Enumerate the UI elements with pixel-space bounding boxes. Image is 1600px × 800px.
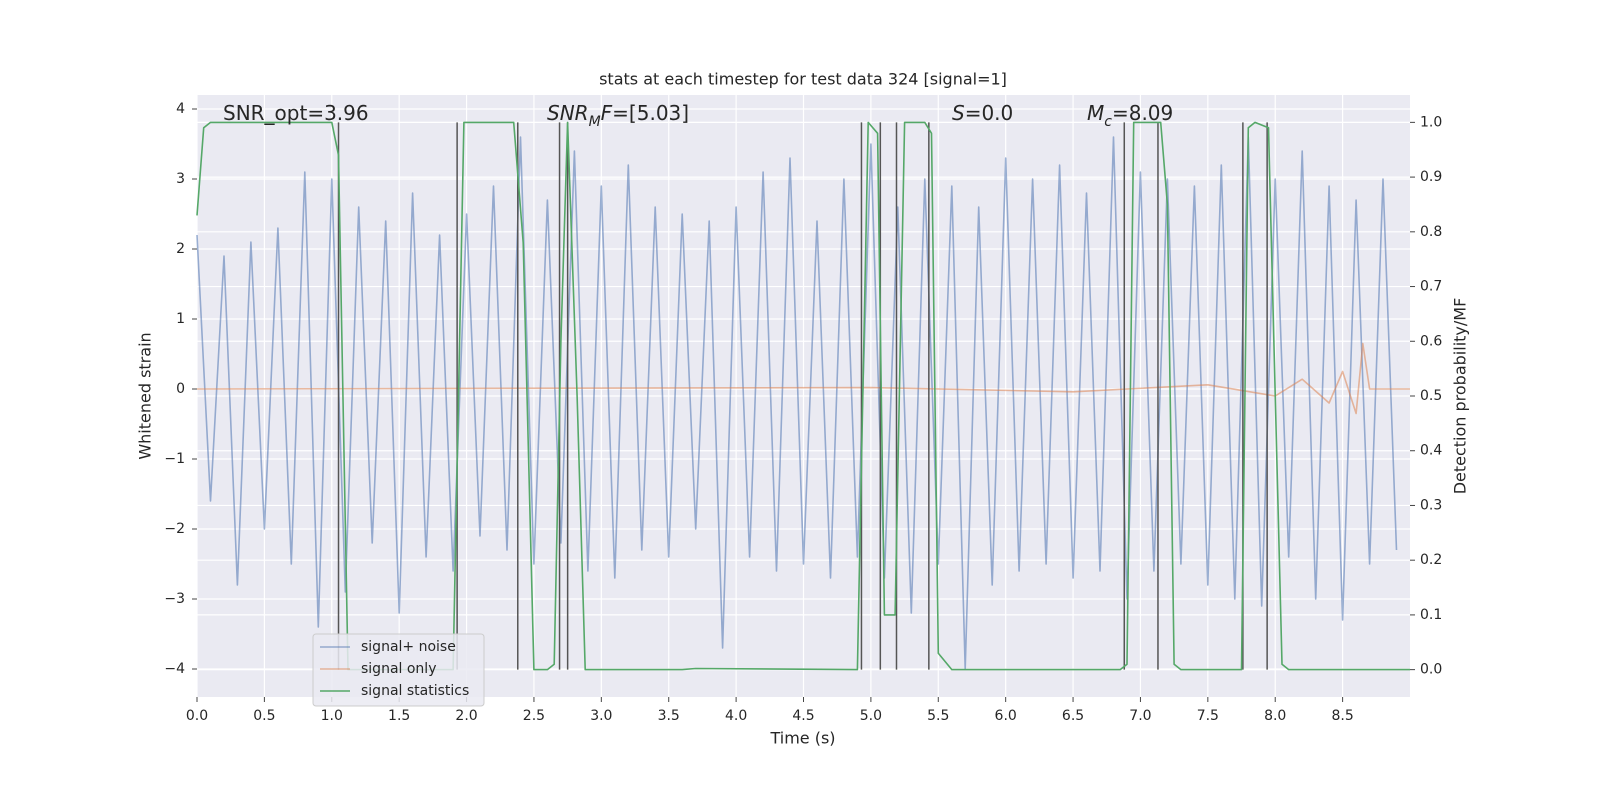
x-tick-label: 6.5 — [1062, 708, 1084, 724]
x-tick-label: 6.0 — [995, 708, 1017, 724]
y-tick-label: −1 — [164, 451, 185, 467]
x-tick-label: 5.5 — [927, 708, 949, 724]
y2-tick-label: 0.6 — [1420, 333, 1442, 349]
x-tick-label: 7.5 — [1197, 708, 1219, 724]
legend-label: signal statistics — [361, 683, 469, 699]
y2-axis-label: Detection probability/MF — [1451, 298, 1470, 495]
annotation-part: =0.0 — [965, 101, 1014, 125]
x-tick-label: 5.0 — [860, 708, 882, 724]
legend-box — [312, 633, 485, 707]
y2-tick-label: 0.1 — [1420, 607, 1442, 623]
x-tick-label: 1.5 — [388, 708, 410, 724]
annotation-part: =[5.03] — [612, 101, 689, 125]
y2-tick-label: 0.8 — [1420, 224, 1442, 240]
x-tick-label: 8.0 — [1264, 708, 1286, 724]
y2-tick-label: 0.0 — [1420, 662, 1442, 678]
y-tick-label: 1 — [176, 311, 185, 327]
x-tick-label: 8.5 — [1331, 708, 1353, 724]
x-tick-label: 2.5 — [523, 708, 545, 724]
annotation-part: F — [601, 101, 613, 125]
y2-tick-label: 0.2 — [1420, 552, 1442, 568]
annotation-part: S — [952, 101, 965, 125]
annotation: Mc=8.09 — [1087, 101, 1173, 131]
legend: signal+ noise signal only signal statistic… — [312, 633, 485, 707]
x-tick-label: 2.0 — [455, 708, 477, 724]
y2-tick-label: 0.4 — [1420, 443, 1442, 459]
x-tick-label: 4.5 — [792, 708, 814, 724]
y-tick-label: −3 — [164, 591, 185, 607]
y-tick-label: 2 — [176, 241, 185, 257]
y2-tick-label: 0.3 — [1420, 497, 1442, 513]
x-tick-label: 3.0 — [590, 708, 612, 724]
x-tick-label: 3.5 — [658, 708, 680, 724]
y-tick-label: 4 — [176, 101, 185, 117]
x-tick-label: 0.0 — [186, 708, 208, 724]
annotation-part: M — [1087, 101, 1104, 125]
series-line — [196, 342, 1410, 415]
annotation: S=0.0 — [952, 101, 1013, 125]
annotation-part: c — [1104, 114, 1112, 130]
y-tick-label: 0 — [176, 381, 185, 397]
annotation-part: =8.09 — [1112, 101, 1173, 125]
annotation-part: SNR — [547, 101, 589, 125]
series-line — [196, 136, 1398, 670]
x-tick-label: 4.0 — [725, 708, 747, 724]
legend-label: signal+ noise — [361, 639, 456, 655]
legend-label: signal only — [361, 661, 436, 677]
labels: 0.0 0.5 1.0 1.5 2.0 2.5 3.0 3.5 4.0 4.5 5.0 5.5 6.0 6… — [164, 101, 1442, 725]
series-line — [196, 121, 1410, 671]
x-tick-label: 1.0 — [321, 708, 343, 724]
y-tick-label: 3 — [176, 171, 185, 187]
y-tick-label: −4 — [164, 661, 185, 677]
annotation: SNR_opt=3.96 — [223, 101, 369, 125]
y-axis-label: Whitened strain — [136, 332, 155, 459]
y2-tick-label: 1.0 — [1420, 114, 1442, 130]
chart-title: stats at each timestep for test data 324… — [599, 70, 1007, 89]
annotation: SNRMF=[5.03] — [547, 101, 689, 131]
marks — [196, 121, 1410, 671]
annotation-part: SNR_opt=3.96 — [223, 101, 369, 125]
x-tick-label: 7.0 — [1129, 708, 1151, 724]
y2-tick-label: 0.9 — [1420, 169, 1442, 185]
annotation-part: M — [589, 114, 601, 130]
y2-tick-label: 0.7 — [1420, 279, 1442, 295]
y2-tick-label: 0.5 — [1420, 388, 1442, 404]
x-tick-label: 0.5 — [253, 708, 275, 724]
x-axis-label: Time (s) — [769, 729, 835, 748]
y-tick-label: −2 — [164, 521, 185, 537]
